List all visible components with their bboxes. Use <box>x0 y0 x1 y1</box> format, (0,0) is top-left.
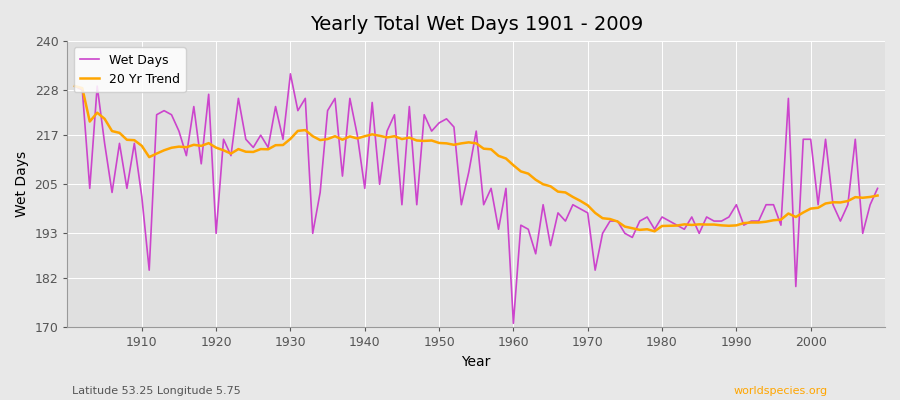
20 Yr Trend <box>598 216 608 221</box>
20 Yr Trend <box>69 84 80 88</box>
Text: Latitude 53.25 Longitude 5.75: Latitude 53.25 Longitude 5.75 <box>72 386 241 396</box>
Wet Days <box>69 84 80 88</box>
Wet Days <box>523 227 534 232</box>
Y-axis label: Wet Days: Wet Days <box>15 151 29 217</box>
20 Yr Trend <box>649 229 660 234</box>
Title: Yearly Total Wet Days 1901 - 2009: Yearly Total Wet Days 1901 - 2009 <box>310 15 643 34</box>
Wet Days <box>300 96 310 101</box>
Wet Days <box>612 219 623 224</box>
20 Yr Trend <box>872 193 883 198</box>
20 Yr Trend <box>129 138 140 142</box>
20 Yr Trend <box>508 163 518 168</box>
Wet Days <box>508 321 518 326</box>
20 Yr Trend <box>292 128 303 133</box>
20 Yr Trend <box>500 156 511 161</box>
Wet Days <box>872 186 883 191</box>
Legend: Wet Days, 20 Yr Trend: Wet Days, 20 Yr Trend <box>74 47 186 92</box>
Wet Days <box>516 223 526 228</box>
Line: Wet Days: Wet Days <box>75 74 878 323</box>
20 Yr Trend <box>337 137 347 142</box>
Wet Days <box>285 72 296 76</box>
Wet Days <box>129 141 140 146</box>
Line: 20 Yr Trend: 20 Yr Trend <box>75 86 878 231</box>
X-axis label: Year: Year <box>462 355 490 369</box>
Wet Days <box>345 96 356 101</box>
Text: worldspecies.org: worldspecies.org <box>734 386 828 396</box>
